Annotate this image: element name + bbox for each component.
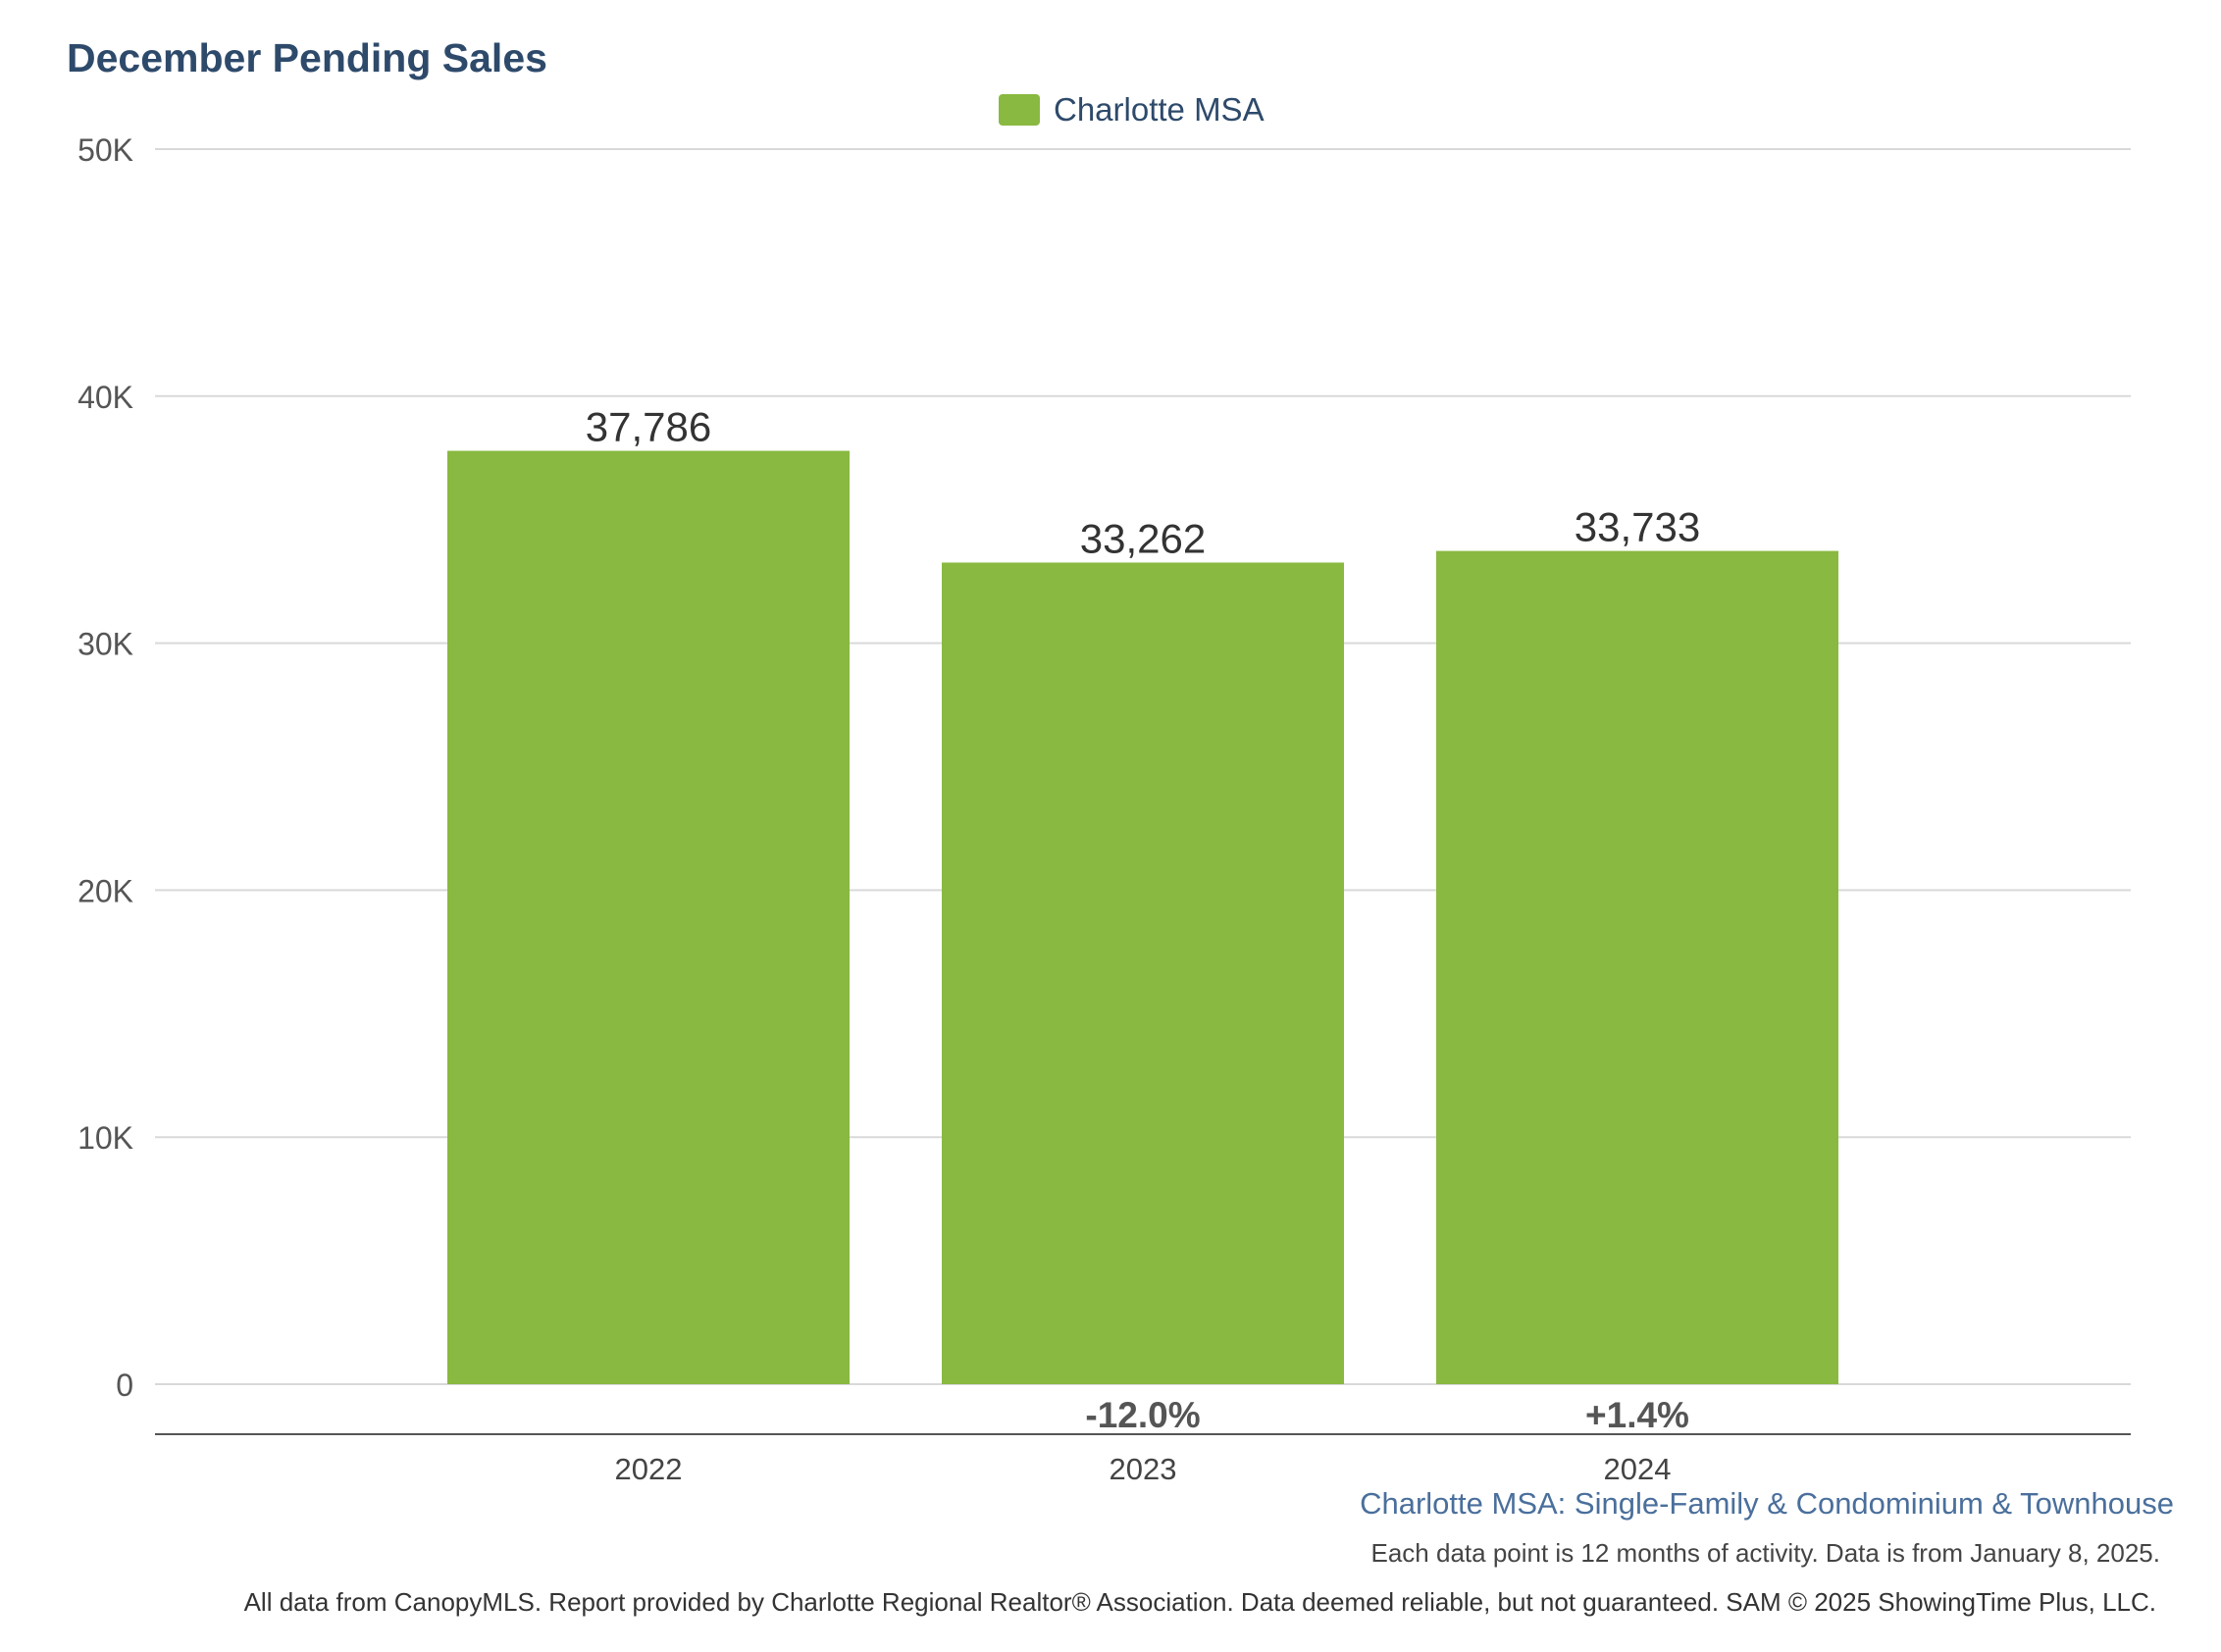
y-tick-label: 10K bbox=[77, 1120, 133, 1156]
bar-value-label: 33,262 bbox=[1080, 515, 1206, 561]
y-tick-label: 0 bbox=[116, 1368, 133, 1403]
bar bbox=[447, 450, 850, 1384]
chart-title: December Pending Sales bbox=[67, 35, 547, 80]
bar bbox=[942, 562, 1344, 1384]
legend: Charlotte MSA bbox=[999, 91, 1265, 129]
y-tick-label: 40K bbox=[77, 380, 133, 415]
x-tick-label: 2023 bbox=[1110, 1452, 1177, 1486]
chart-subtitle: Charlotte MSA: Single-Family & Condomini… bbox=[1360, 1486, 2174, 1521]
bar-value-label: 37,786 bbox=[586, 404, 711, 450]
y-tick-label: 30K bbox=[77, 627, 133, 662]
bar-value-label: 33,733 bbox=[1575, 504, 1700, 550]
legend-swatch bbox=[999, 94, 1040, 126]
y-tick-label: 20K bbox=[77, 873, 133, 908]
change-label: -12.0% bbox=[1085, 1395, 1200, 1435]
change-label: +1.4% bbox=[1585, 1395, 1689, 1435]
x-tick-label: 2022 bbox=[615, 1452, 683, 1486]
footer-disclaimer: All data from CanopyMLS. Report provided… bbox=[243, 1587, 2156, 1617]
data-note: Each data point is 12 months of activity… bbox=[1370, 1538, 2161, 1568]
y-tick-label: 50K bbox=[77, 132, 133, 168]
x-tick-label: 2024 bbox=[1604, 1452, 1672, 1486]
bar bbox=[1436, 550, 1838, 1384]
legend-label: Charlotte MSA bbox=[1054, 91, 1265, 128]
